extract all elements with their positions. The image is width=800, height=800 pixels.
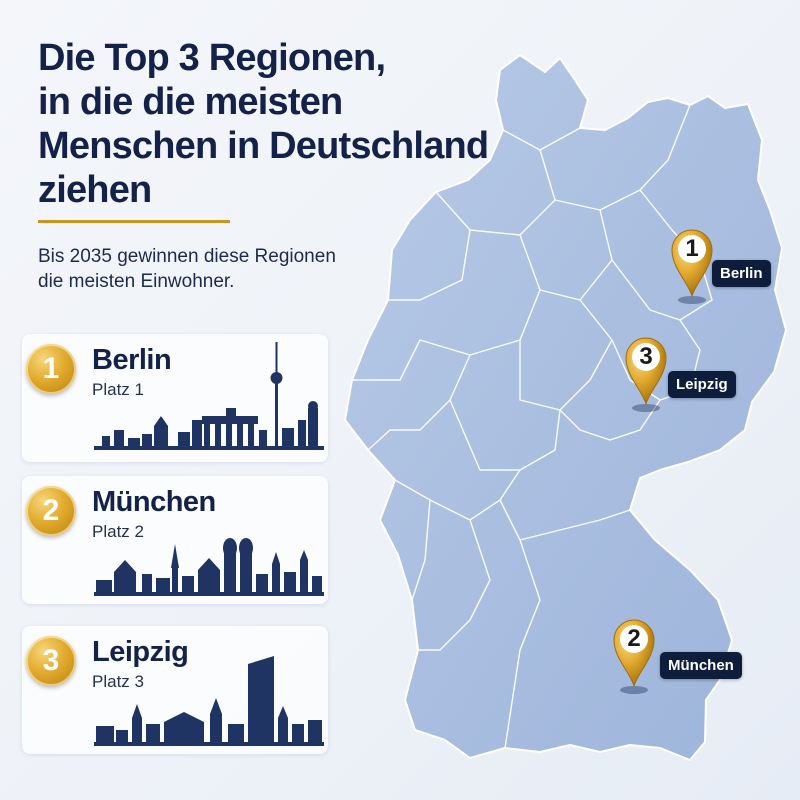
pin-number: 1 — [685, 235, 699, 262]
ranking-card-leipzig: 3 Leipzig Platz 3 — [22, 626, 328, 754]
city-name: Berlin — [92, 344, 172, 376]
city-name: Leipzig — [92, 636, 189, 668]
rank-badge: 1 — [26, 344, 76, 394]
berlin-skyline-icon — [94, 342, 324, 450]
ranking-card-muenchen: 2 München Platz 2 — [22, 476, 328, 604]
title-line: Menschen in Deutschland — [38, 125, 489, 167]
map-pin-leipzig[interactable] — [622, 334, 670, 414]
pin-label-berlin: Berlin — [712, 260, 771, 287]
germany-outline — [344, 54, 787, 761]
rank-badge: 3 — [26, 636, 76, 686]
title-divider — [38, 220, 230, 223]
rank-label: Platz 2 — [92, 522, 144, 541]
rank-badge: 2 — [26, 486, 76, 536]
pin-number: 3 — [639, 343, 653, 370]
title-line: Die Top 3 Regionen, — [38, 37, 386, 79]
subtitle-line: Bis 2035 gewinnen diese Regionen — [38, 246, 336, 267]
ranking-card-berlin: 1 Berlin Platz 1 — [22, 334, 328, 462]
map-pin-berlin[interactable] — [668, 226, 716, 306]
pin-label-muenchen: München — [660, 652, 742, 679]
rank-label: Platz 3 — [92, 672, 144, 691]
page-title: Die Top 3 Regionen, in die die meisten M… — [38, 36, 508, 212]
title-line: ziehen — [38, 169, 152, 211]
pin-label-leipzig: Leipzig — [668, 371, 736, 398]
city-name: München — [92, 486, 216, 518]
munich-skyline-icon — [94, 538, 324, 596]
rank-label: Platz 1 — [92, 380, 144, 399]
pin-number: 2 — [627, 625, 641, 652]
title-line: in die die meisten — [38, 81, 343, 123]
subtitle: Bis 2035 gewinnen diese Regionen die mei… — [38, 244, 368, 294]
subtitle-line: die meisten Einwohner. — [38, 271, 235, 292]
map-pin-muenchen[interactable] — [610, 616, 658, 696]
leipzig-skyline-icon — [94, 656, 324, 746]
